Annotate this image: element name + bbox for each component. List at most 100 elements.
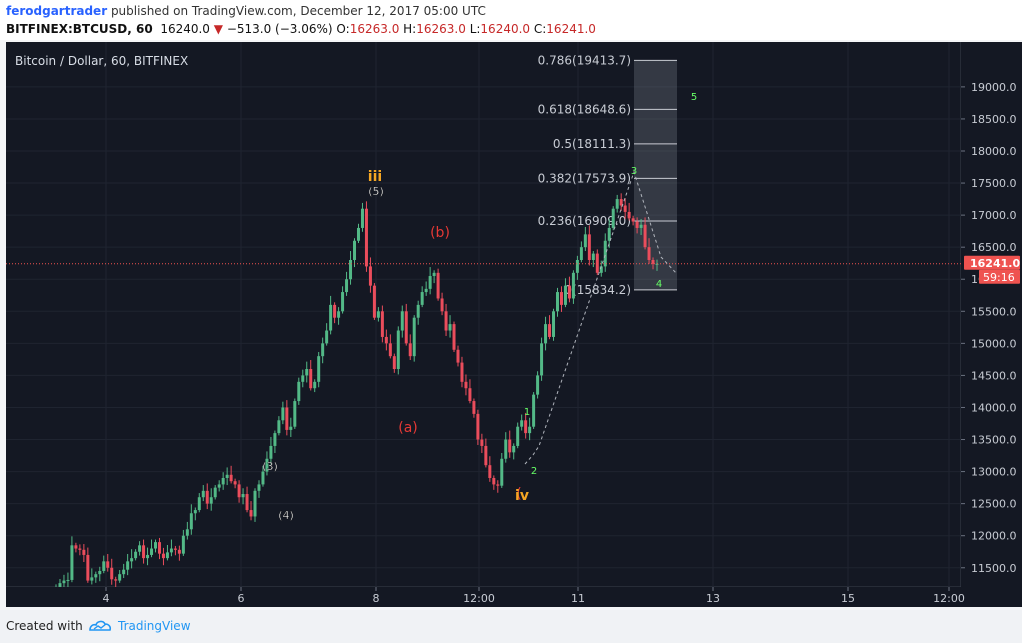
candle-body xyxy=(82,549,86,555)
candle-body xyxy=(416,304,420,318)
candle-body xyxy=(110,567,114,580)
price-tag-value: 16241.0 xyxy=(970,257,1020,270)
candle-body xyxy=(157,542,161,554)
candle-body xyxy=(221,478,225,485)
candle-body xyxy=(201,490,205,498)
candle-body xyxy=(464,381,468,389)
y-tick-label: 17000.0 xyxy=(971,209,1017,222)
tradingview-logo-icon[interactable] xyxy=(88,618,112,632)
candle-body xyxy=(309,369,313,389)
candle-body xyxy=(360,208,364,228)
candle-body xyxy=(615,199,619,209)
candle-body xyxy=(305,369,309,376)
candle-body xyxy=(114,579,118,581)
candle-body xyxy=(150,548,154,555)
candle-body xyxy=(516,426,520,446)
candle-body xyxy=(293,401,297,427)
open-label: O: xyxy=(336,22,350,36)
candle-body xyxy=(396,330,400,369)
open-value: 16263.0 xyxy=(349,22,400,36)
candle-body xyxy=(181,535,185,554)
candle-body xyxy=(189,513,193,530)
candle-body xyxy=(512,445,516,453)
candle-body xyxy=(102,561,106,571)
tradingview-link[interactable]: TradingView xyxy=(118,619,191,633)
candle-body xyxy=(78,548,82,550)
candle-body xyxy=(177,549,181,554)
wave-label: 4 xyxy=(656,279,662,290)
candle-body xyxy=(237,484,241,498)
candle-body xyxy=(142,545,146,559)
candle-body xyxy=(476,413,480,440)
candle-body xyxy=(404,311,408,344)
candle-body xyxy=(388,343,392,357)
fib-level-label: 0.5(18111.3) xyxy=(553,137,631,151)
y-tick-label: 18500.0 xyxy=(971,113,1017,126)
y-tick-label: 18000.0 xyxy=(971,145,1017,158)
author-link[interactable]: ferodgartrader xyxy=(6,4,108,18)
footer: Created with TradingView xyxy=(0,610,1022,643)
candle-body xyxy=(496,484,500,486)
candle-body xyxy=(341,292,345,312)
candle-body xyxy=(349,260,353,280)
candle-body xyxy=(611,208,615,228)
candle-body xyxy=(563,285,567,305)
countdown-value: 59:16 xyxy=(983,271,1015,284)
candle-body xyxy=(209,497,213,504)
y-tick-label: 12000.0 xyxy=(971,530,1017,543)
candle-body xyxy=(627,211,631,219)
candle-body xyxy=(603,240,607,267)
candle-body xyxy=(599,266,603,273)
chart-area[interactable]: 0.786(19413.7) 0.618(18648.6) 0.5(18111.3)… xyxy=(6,42,1022,607)
wave-label: iii xyxy=(368,169,382,185)
candle-body xyxy=(277,420,281,434)
candle-body xyxy=(146,554,150,559)
candle-body xyxy=(257,484,261,491)
y-tick-label: 19000.0 xyxy=(971,81,1017,94)
y-tick-label: 15000.0 xyxy=(971,337,1017,350)
candle-body xyxy=(297,381,301,402)
y-tick-label: 12500.0 xyxy=(971,498,1017,511)
candle-body xyxy=(333,304,337,318)
publish-info: ferodgartrader published on TradingView.… xyxy=(6,4,486,18)
candle-body xyxy=(165,552,169,559)
price-chart[interactable]: 0.786(19413.7) 0.618(18648.6) 0.5(18111.3)… xyxy=(6,42,1022,607)
candle-body xyxy=(460,362,464,382)
chart-title: Bitcoin / Dollar, 60, BITFINEX xyxy=(15,54,188,68)
candle-body xyxy=(480,439,484,446)
candle-body xyxy=(631,218,635,222)
candle-body xyxy=(321,343,325,357)
created-with-text: Created with xyxy=(6,619,83,633)
candle-body xyxy=(98,570,102,575)
wave-label: iv xyxy=(515,488,529,504)
candle-body xyxy=(392,356,396,369)
y-tick-label: 11500.0 xyxy=(971,562,1017,575)
candle-body xyxy=(253,490,257,517)
candle-body xyxy=(273,433,277,446)
candle-body xyxy=(492,478,496,485)
candle-body xyxy=(532,394,536,427)
candle-body xyxy=(504,439,508,459)
low-value: 16240.0 xyxy=(480,22,531,36)
candle-body xyxy=(575,260,579,273)
candle-body xyxy=(555,292,559,312)
y-tick-label: 15500.0 xyxy=(971,305,1017,318)
candle-body xyxy=(412,317,416,357)
candle-body xyxy=(356,227,360,241)
time-axis[interactable] xyxy=(6,587,961,607)
candle-body xyxy=(161,553,165,559)
candles xyxy=(54,193,659,592)
price-axis[interactable] xyxy=(961,42,1022,607)
candle-body xyxy=(488,465,492,478)
fib-level-label: 0.786(19413.7) xyxy=(538,53,631,67)
chart-background xyxy=(6,42,1022,607)
candle-body xyxy=(524,420,528,434)
countdown-box xyxy=(979,269,1020,284)
x-tick-label: 4 xyxy=(103,592,110,605)
x-tick-label: 6 xyxy=(238,592,245,605)
candle-body xyxy=(205,490,209,504)
candle-body xyxy=(424,288,428,293)
publish-header: ferodgartrader published on TradingView.… xyxy=(0,0,1022,40)
candle-body xyxy=(90,577,94,581)
candle-body xyxy=(269,445,273,459)
